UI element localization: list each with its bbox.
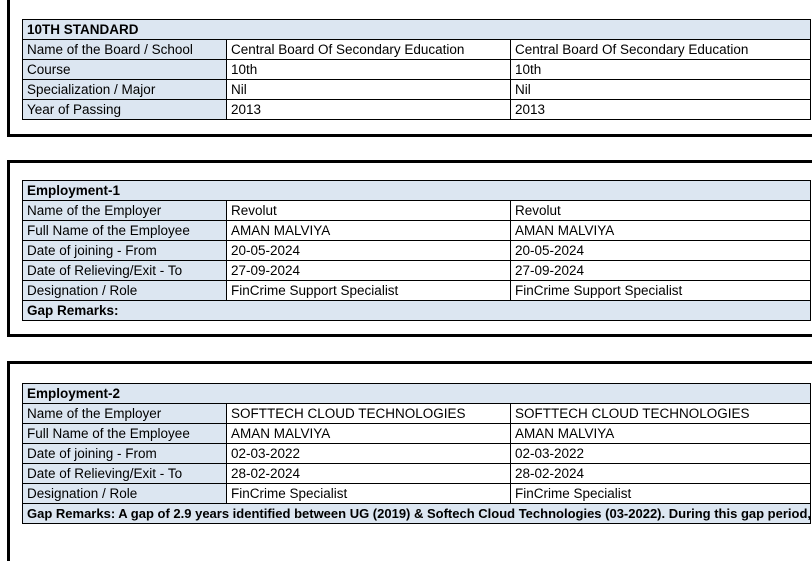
row-label: Full Name of the Employee	[22, 423, 227, 444]
table-10th-standard: 10TH STANDARD Name of the Board / School…	[22, 19, 811, 120]
section-frame-10th-standard	[7, 0, 812, 137]
row-value-2: FinCrime Support Specialist	[509, 280, 812, 301]
row-value-1: 02-03-2022	[226, 443, 511, 464]
row-value-1: Revolut	[226, 200, 511, 221]
row-label: Date of Relieving/Exit - To	[22, 463, 227, 484]
row-value-1: FinCrime Support Specialist	[226, 280, 511, 301]
row-label: Full Name of the Employee	[22, 220, 227, 241]
row-value-2: AMAN MALVIYA	[509, 423, 812, 444]
table-title-row: Employment-2	[21, 383, 812, 404]
row-value-2: 27-09-2024	[509, 260, 812, 281]
table-title-row: Employment-1	[21, 180, 812, 201]
row-value-2: Central Board Of Secondary Education	[510, 39, 811, 60]
row-label: Name of the Board / School	[22, 39, 227, 60]
table-employment-1: Employment-1 Name of the Employer Revolu…	[21, 180, 812, 321]
row-label: Designation / Role	[22, 483, 227, 504]
row-label: Date of joining - From	[22, 240, 227, 261]
table-row: Year of Passing 2013 2013	[22, 99, 811, 120]
table-title: Employment-2	[21, 383, 812, 404]
row-value-2: FinCrime Specialist	[509, 483, 812, 504]
row-label: Designation / Role	[22, 280, 227, 301]
row-label: Date of Relieving/Exit - To	[22, 260, 227, 281]
row-value-1: AMAN MALVIYA	[226, 423, 511, 444]
table-row: Date of joining - From 02-03-2022 02-03-…	[22, 443, 812, 464]
row-value-1: 2013	[226, 99, 511, 120]
table-row: Full Name of the Employee AMAN MALVIYA A…	[22, 423, 812, 444]
table-row: Name of the Employer Revolut Revolut	[22, 200, 812, 221]
row-value-2: Revolut	[509, 200, 812, 221]
row-value-1: AMAN MALVIYA	[226, 220, 511, 241]
row-value-2: 10th	[510, 59, 811, 80]
table-row: Date of Relieving/Exit - To 28-02-2024 2…	[22, 463, 812, 484]
table-title: Employment-1	[21, 180, 812, 201]
table-title: 10TH STANDARD	[22, 19, 811, 40]
table-row: Designation / Role FinCrime Support Spec…	[22, 280, 812, 301]
row-label: Name of the Employer	[22, 200, 227, 221]
table-row: Course 10th 10th	[22, 59, 811, 80]
row-label: Specialization / Major	[22, 79, 227, 100]
row-value-2: 28-02-2024	[509, 463, 812, 484]
table-row: Designation / Role FinCrime Specialist F…	[22, 483, 812, 504]
row-value-2: 20-05-2024	[509, 240, 812, 261]
table-row: Name of the Employer SOFTTECH CLOUD TECH…	[22, 403, 812, 424]
section-frame-employment-1	[7, 160, 812, 337]
row-value-1: 28-02-2024	[226, 463, 511, 484]
gap-remarks-row: Gap Remarks:	[21, 300, 812, 321]
row-value-2: 02-03-2022	[509, 443, 812, 464]
row-value-1: 20-05-2024	[226, 240, 511, 261]
table-row: Specialization / Major Nil Nil	[22, 79, 811, 100]
row-value-2: 2013	[510, 99, 811, 120]
row-value-2: Nil	[510, 79, 811, 100]
row-label: Date of joining - From	[22, 443, 227, 464]
section-frame-employment-2	[7, 361, 812, 561]
table-title-row: 10TH STANDARD	[22, 19, 811, 40]
row-label: Name of the Employer	[22, 403, 227, 424]
row-value-1: Central Board Of Secondary Education	[226, 39, 511, 60]
row-value-1: FinCrime Specialist	[226, 483, 511, 504]
table-row: Date of joining - From 20-05-2024 20-05-…	[22, 240, 812, 261]
row-value-1: SOFTTECH CLOUD TECHNOLOGIES	[226, 403, 511, 424]
gap-remarks-row: Gap Remarks: A gap of 2.9 years identifi…	[21, 503, 812, 524]
gap-remarks: Gap Remarks:	[21, 300, 812, 321]
row-value-2: AMAN MALVIYA	[509, 220, 812, 241]
table-row: Name of the Board / School Central Board…	[22, 39, 811, 60]
table-row: Date of Relieving/Exit - To 27-09-2024 2…	[22, 260, 812, 281]
gap-remarks: Gap Remarks: A gap of 2.9 years identifi…	[21, 503, 812, 524]
row-label: Course	[22, 59, 227, 80]
row-value-1: 27-09-2024	[226, 260, 511, 281]
row-value-1: Nil	[226, 79, 511, 100]
row-value-2: SOFTTECH CLOUD TECHNOLOGIES	[509, 403, 812, 424]
table-employment-2: Employment-2 Name of the Employer SOFTTE…	[21, 383, 812, 524]
row-label: Year of Passing	[22, 99, 227, 120]
table-row: Full Name of the Employee AMAN MALVIYA A…	[22, 220, 812, 241]
row-value-1: 10th	[226, 59, 511, 80]
